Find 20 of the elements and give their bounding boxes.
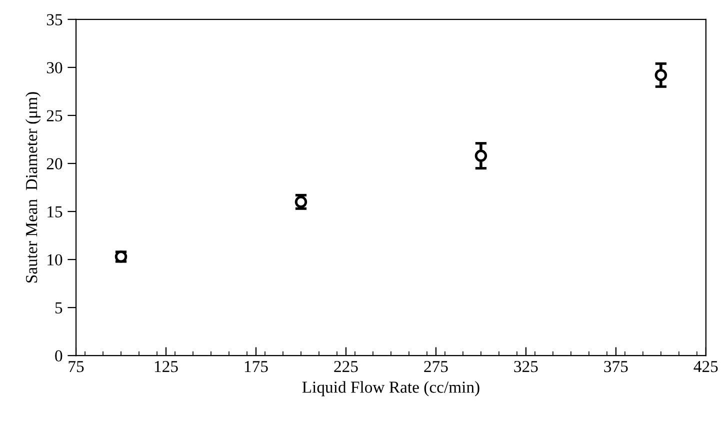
x-tick-label: 325 bbox=[514, 360, 538, 372]
x-tick-label: 275 bbox=[424, 360, 448, 372]
y-tick-label: 15 bbox=[48, 206, 62, 218]
y-axis-title: Sauter Mean Diameter (μm) bbox=[25, 92, 41, 282]
x-tick-label: 125 bbox=[154, 360, 178, 372]
x-tick-label: 175 bbox=[244, 361, 268, 372]
point bbox=[474, 150, 488, 162]
y-tick-label: 20 bbox=[46, 158, 62, 170]
x-tick-label: 225 bbox=[334, 360, 358, 372]
y-tick-label: 5 bbox=[55, 302, 62, 314]
point bbox=[654, 68, 668, 82]
y-tick-label: 30 bbox=[46, 62, 62, 74]
x-tick-label: 425 bbox=[694, 360, 718, 372]
y-tick-label: 35 bbox=[46, 14, 62, 26]
y-tick-label: 0 bbox=[55, 350, 62, 362]
x-tick-label: 75 bbox=[68, 361, 84, 372]
x-axis-title: Liquid Flow Rate (cc/min) bbox=[302, 381, 480, 396]
y-tick-label: 10 bbox=[48, 254, 62, 266]
x-tick-label: 375 bbox=[604, 360, 628, 372]
y-tick-label: 25 bbox=[46, 110, 62, 122]
